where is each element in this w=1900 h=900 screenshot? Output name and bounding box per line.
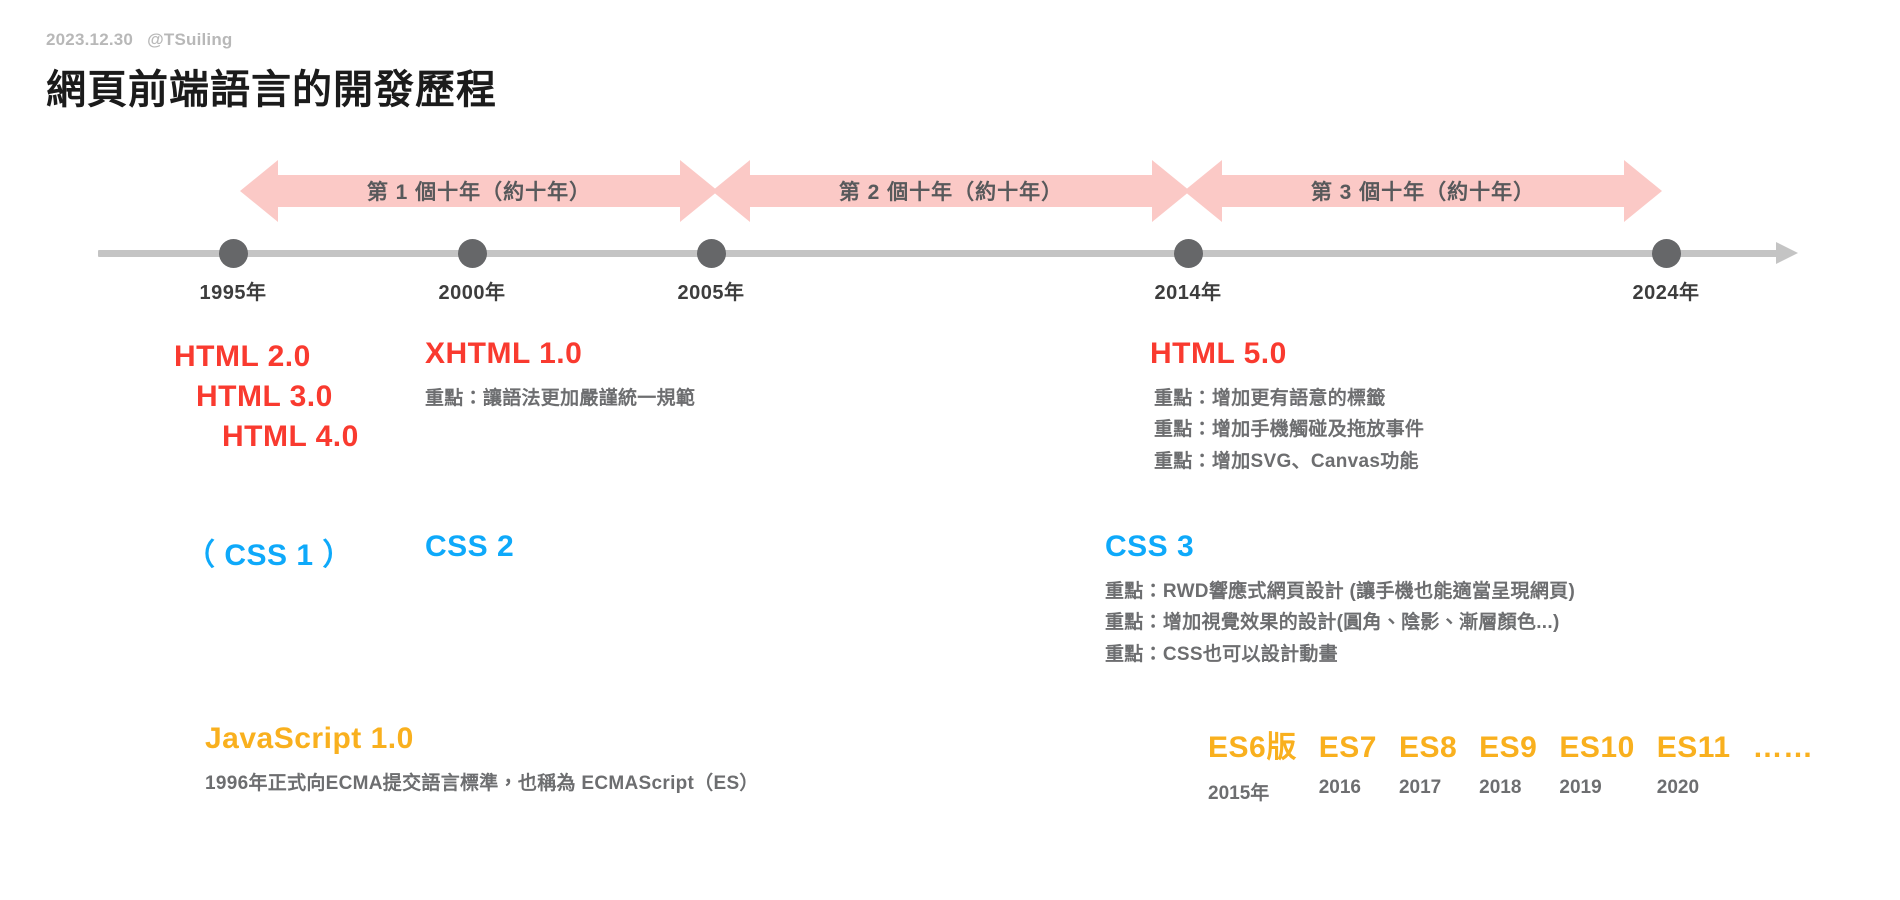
css3-note-3: 重點：CSS也可以設計動畫 (1105, 643, 1338, 665)
html-version-2: HTML 2.0 (174, 340, 311, 373)
year-label-2005: 2005年 (677, 282, 745, 304)
es-versions-row: ES6版 2015年 ES7 2016 ES8 2017 ES9 2018 ES… (1208, 722, 1814, 805)
html5-note-3: 重點：增加SVG、Canvas功能 (1154, 450, 1419, 472)
html-version-4: HTML 4.0 (222, 419, 359, 453)
es-version-es6-name: ES6版 (1208, 731, 1297, 764)
decade-band-1-label: 第 1 個十年（約十年） (366, 181, 592, 204)
es-version-es9-name: ES9 (1479, 731, 1538, 764)
es-version-es11: ES11 2020 (1657, 731, 1731, 799)
html-versions-stack: HTML 2.0 HTML 3.0 HTML 4.0 (174, 337, 359, 457)
es-version-es7: ES7 2016 (1319, 731, 1377, 799)
decade-band-1: 第 1 個十年（約十年） (240, 160, 718, 222)
timeline-axis: 1995年 2000年 2005年 2014年 2024年 (0, 228, 1900, 304)
javascript-block: JavaScript 1.0 1996年正式向ECMA提交語言標準，也稱為 EC… (205, 722, 759, 799)
author-handle: @TSuiling (147, 30, 233, 49)
axis-arrowhead-icon (1776, 242, 1798, 264)
es-version-es8-year: 2017 (1398, 777, 1442, 798)
timeline-dot-2014 (1174, 239, 1203, 268)
page-title: 網頁前端語言的開發歷程 (46, 68, 497, 112)
year-label-2000: 2000年 (438, 282, 506, 304)
es-version-es7-name: ES7 (1318, 731, 1377, 764)
year-label-2024: 2024年 (1632, 282, 1700, 304)
es-versions-block: ES6版 2015年 ES7 2016 ES8 2017 ES9 2018 ES… (1208, 722, 1814, 805)
html5-note-1: 重點：增加更有語意的標籤 (1154, 388, 1386, 409)
es-version-es11-name: ES11 (1656, 731, 1731, 764)
es-version-es7-year: 2016 (1318, 777, 1361, 798)
decade-band-3: 第 3 個十年（約十年） (1184, 160, 1662, 222)
page-header: 2023.12.30 @TSuiling 網頁前端語言的開發歷程 (46, 30, 497, 115)
decade-band-3-label: 第 3 個十年（約十年） (1310, 181, 1536, 204)
javascript-note: 1996年正式向ECMA提交語言標準，也稱為 ECMAScript（ES） (205, 773, 759, 794)
css3-title: CSS 3 (1105, 530, 1195, 563)
es-version-ellipsis: …… (1753, 731, 1814, 777)
xhtml-title: XHTML 1.0 (425, 337, 583, 370)
html5-note-2: 重點：增加手機觸碰及拖放事件 (1154, 419, 1425, 441)
css2-block: CSS 2 (425, 530, 514, 564)
double-arrow-shape-icon (1184, 160, 1662, 222)
timeline-dot-2024 (1652, 239, 1681, 268)
css1-block: （ CSS 1 ） (185, 530, 353, 574)
decade-band-2: 第 2 個十年（約十年） (712, 160, 1190, 222)
es-version-es6: ES6版 2015年 (1208, 722, 1297, 805)
timeline-dot-2005 (697, 239, 726, 268)
css3-note-2: 重點：增加視覺效果的設計(圓角、陰影、漸層顏色...) (1105, 612, 1560, 634)
css3-note-1: 重點：RWD響應式網頁設計 (讓手機也能適當呈現網頁) (1105, 581, 1576, 602)
es-version-es9: ES9 2018 (1479, 731, 1537, 799)
decade-band-2-label: 第 2 個十年（約十年） (838, 181, 1064, 204)
year-label-1995: 1995年 (199, 282, 267, 304)
es-version-es9-year: 2018 (1479, 777, 1522, 798)
publish-date: 2023.12.30 (46, 30, 134, 49)
css3-block: CSS 3 重點：RWD響應式網頁設計 (讓手機也能適當呈現網頁) 重點：增加視… (1105, 530, 1575, 670)
year-label-2014: 2014年 (1154, 282, 1222, 304)
html5-title: HTML 5.0 (1150, 337, 1287, 370)
javascript-title: JavaScript 1.0 (205, 722, 414, 755)
es-version-es8: ES8 2017 (1399, 731, 1457, 799)
es-version-es11-year: 2020 (1656, 777, 1700, 798)
timeline-dot-2000 (458, 239, 487, 268)
xhtml-block: XHTML 1.0 重點：讓語法更加嚴謹統一規範 (425, 337, 695, 414)
es-version-es10-name: ES10 (1559, 731, 1635, 764)
es-version-es8-name: ES8 (1398, 731, 1458, 764)
es-version-es6-year: 2015年 (1208, 783, 1270, 804)
css2-title: CSS 2 (425, 530, 515, 563)
double-arrow-shape-icon (712, 160, 1190, 222)
decade-bands: 第 1 個十年（約十年） 第 2 個十年（約十年） 第 3 個十年（約十年） (0, 160, 1900, 222)
es-version-ellipsis-name: …… (1752, 731, 1814, 764)
es-version-es10-year: 2019 (1559, 777, 1602, 798)
es-version-es10: ES10 2019 (1559, 731, 1634, 799)
xhtml-note: 重點：讓語法更加嚴謹統一規範 (425, 388, 696, 409)
css1-title: （ CSS 1 ） (185, 539, 353, 572)
html-version-3: HTML 3.0 (196, 379, 333, 413)
timeline-dot-1995 (219, 239, 248, 268)
meta-line: 2023.12.30 @TSuiling (46, 30, 497, 50)
html5-block: HTML 5.0 重點：增加更有語意的標籤 重點：增加手機觸碰及拖放事件 重點：… (1150, 337, 1424, 477)
double-arrow-shape-icon (240, 160, 718, 222)
axis-line (98, 250, 1778, 257)
